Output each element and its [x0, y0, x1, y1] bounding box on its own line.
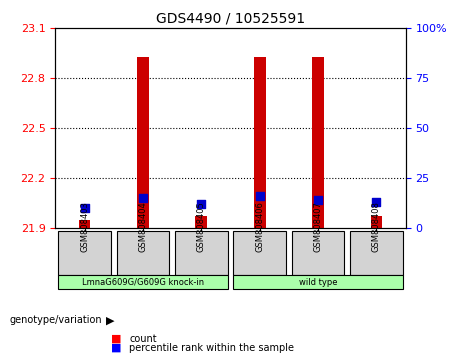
Text: LmnaG609G/G609G knock-in: LmnaG609G/G609G knock-in: [82, 278, 204, 287]
Point: [81, 205, 88, 211]
Text: ■: ■: [111, 334, 121, 344]
Text: percentile rank within the sample: percentile rank within the sample: [129, 343, 294, 353]
Text: GSM808406: GSM808406: [255, 201, 264, 252]
Text: genotype/variation: genotype/variation: [9, 315, 102, 325]
Bar: [312, 57, 324, 228]
FancyBboxPatch shape: [233, 275, 403, 289]
Text: count: count: [129, 334, 157, 344]
Title: GDS4490 / 10525591: GDS4490 / 10525591: [156, 12, 305, 26]
Point: [314, 197, 322, 203]
Bar: [137, 57, 149, 228]
Bar: [195, 216, 207, 228]
Text: GSM808407: GSM808407: [313, 201, 323, 252]
FancyBboxPatch shape: [233, 231, 286, 275]
FancyBboxPatch shape: [58, 275, 228, 289]
FancyBboxPatch shape: [117, 231, 169, 275]
Text: GSM808405: GSM808405: [197, 201, 206, 252]
FancyBboxPatch shape: [350, 231, 403, 275]
Point: [198, 201, 205, 207]
Text: ■: ■: [111, 343, 121, 353]
Text: ▶: ▶: [106, 315, 114, 325]
FancyBboxPatch shape: [292, 231, 344, 275]
Point: [139, 195, 147, 201]
Point: [373, 199, 380, 205]
Text: wild type: wild type: [299, 278, 337, 287]
Text: GSM808408: GSM808408: [372, 201, 381, 252]
Bar: [371, 216, 382, 228]
Point: [256, 193, 263, 199]
FancyBboxPatch shape: [58, 231, 111, 275]
Bar: [254, 57, 266, 228]
Text: GSM808403: GSM808403: [80, 201, 89, 252]
Text: GSM808404: GSM808404: [138, 201, 148, 252]
Bar: [79, 219, 90, 228]
FancyBboxPatch shape: [175, 231, 228, 275]
